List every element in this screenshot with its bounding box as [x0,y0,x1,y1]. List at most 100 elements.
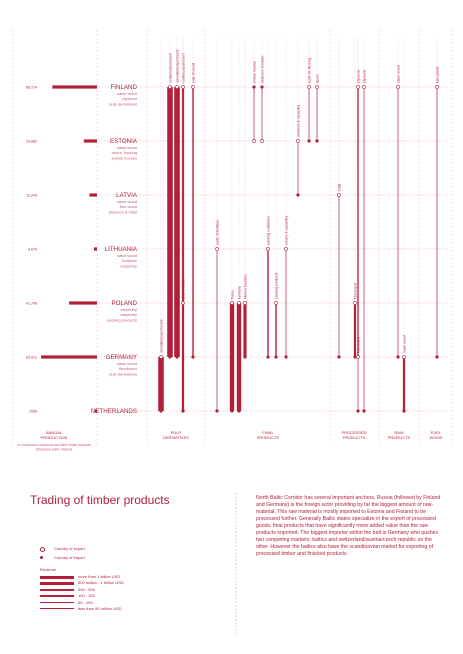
country-product-label: sawn wood [117,145,137,150]
column-header-line2: PRODUCTION [41,435,68,440]
country-product-label: sawn wood [117,361,137,366]
country-product-label: pulp derivatives [109,371,137,376]
column-header-line2: DERIVATIVES [163,435,189,440]
country-product-label: fuel wood [120,204,137,209]
production-value-label: 41,706 [26,301,37,305]
production-value-label: 66,714 [26,85,37,89]
import-marker [396,355,400,359]
column-header: FINAL [262,430,274,435]
export-marker [260,139,264,143]
country-product-label: carpentry [120,312,137,317]
country-name: NETHERLANDS [91,408,137,415]
country-product-label: furniture [122,258,137,263]
timber-trade-chart: 66,714 FINLAND sawn wood plywood pulp deriva… [12,30,453,452]
legend-revenue-item: more than 1 billion USD [30,574,170,581]
country-product-label: packing products [107,317,137,322]
production-bar [95,409,97,413]
flow-product-label: fuel pellets [436,66,440,83]
flow-product-label: bedroom furniture [261,55,265,83]
legend-revenue-item: 500 million - 1 billion USD [30,580,170,587]
revenue-bar [40,595,74,597]
export-marker [356,355,360,359]
export-marker [237,301,241,305]
import-marker [296,193,300,197]
import-marker [159,409,163,413]
revenue-bar [40,582,74,585]
country-name: POLAND [112,300,138,307]
column-header-sub: (thousand cubic meters) [36,448,72,452]
flow-product-label: plywood [363,70,367,83]
legend-revenue-item: 300 - 500 [30,587,170,594]
legend-export: Country of export [30,545,170,554]
country-product-label: plywood [122,96,137,101]
flow-product-label: prefab houses [253,61,257,83]
export-marker [362,85,366,89]
flow-product-label: uncoated paperboard [176,50,180,83]
production-value-label: 83,611 [26,355,37,359]
export-marker [296,139,300,143]
export-marker [274,301,278,305]
revenue-label: 50 - 100 [78,599,93,605]
country-product-label: sawn wood [117,199,137,204]
flow-product-label: fiberboard [354,283,358,299]
export-dot-icon [40,547,45,552]
flow-product-label: OSB [338,183,342,191]
production-bar [83,139,97,143]
flow-product-label: sawn wood [403,335,407,353]
column-header: PULP [171,430,182,435]
export-marker [284,247,288,251]
column-header: FUEL [431,430,442,435]
export-marker [307,85,311,89]
flow-product-label: packing containers [267,216,271,245]
legend-revenue-item: 100 - 300 [30,593,170,600]
export-marker [266,247,270,251]
export-marker [396,85,400,89]
revenue-label: 100 - 300 [78,593,95,598]
import-marker [356,409,360,413]
import-marker [337,355,341,359]
flow-product-label: frame [231,290,235,299]
import-marker [402,409,406,413]
legend-export-label: Country of export [54,546,85,551]
production-bar [41,355,97,359]
column-header-line2: WOOD [430,435,443,440]
column-header: RAW [394,430,403,435]
export-marker [181,301,185,305]
flow-product-label: pulp of wood [192,63,196,83]
export-marker [175,85,179,89]
import-marker [181,409,185,413]
country-product-label: prefab houses [112,155,137,160]
country-product-label: doors, flooring [112,150,137,155]
column-header: PROCESSED [341,430,366,435]
flow-product-label: pulp of wood [182,279,186,299]
import-marker [307,139,311,143]
country-name: FINLAND [111,84,138,91]
import-dot-icon [40,556,43,559]
flow-product-label: coated paperboard [169,54,173,83]
import-marker [435,355,439,359]
flow-product-label: parts for flooring [308,58,312,83]
production-bar [69,301,97,305]
flow-product-label: parts of furniture [216,219,220,245]
country-product-label: plywood & OSB [109,209,137,214]
flow-product-label: doors [316,74,320,83]
production-bar [93,247,97,251]
revenue-bar [40,575,74,579]
export-marker [353,301,357,305]
import-marker [315,139,319,143]
revenue-label: more than 1 billion USD [78,573,121,579]
column-header-line2: PRODUCTS [257,435,280,440]
production-bar [89,193,97,197]
flow-product-label: coated paperboard [182,54,186,83]
import-marker [260,85,264,89]
flow-product-label: sawn wood [397,65,401,83]
export-marker [168,85,172,89]
flow-product-label: plywood [357,70,361,83]
import-marker [230,409,234,413]
legend-revenue-title: Revenue [30,567,170,574]
import-marker [362,409,366,413]
export-marker [159,355,163,359]
flow-product-label: furniture [238,286,242,299]
import-marker [284,355,288,359]
